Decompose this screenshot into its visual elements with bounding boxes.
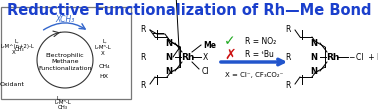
Text: ─ Cl  + MeX: ─ Cl + MeX: [349, 53, 378, 62]
Text: Rh: Rh: [181, 53, 195, 62]
Text: R = ᵗBu: R = ᵗBu: [245, 50, 274, 59]
Text: ✗: ✗: [224, 48, 236, 61]
Text: N: N: [165, 39, 172, 48]
Text: ✓: ✓: [224, 34, 236, 48]
Text: R: R: [285, 53, 291, 62]
Text: L-Mⁿ-L: L-Mⁿ-L: [94, 44, 112, 49]
Text: Cl: Cl: [202, 66, 209, 75]
FancyBboxPatch shape: [1, 8, 131, 99]
Text: L,: L,: [102, 38, 107, 43]
Text: R: R: [140, 81, 146, 90]
Text: R: R: [140, 25, 146, 34]
Text: L,: L,: [57, 95, 61, 100]
Text: L-Mⁿ-L: L-Mⁿ-L: [55, 100, 71, 105]
Text: Oxidant: Oxidant: [0, 82, 25, 87]
Text: X: X: [203, 53, 208, 62]
Text: HX: HX: [99, 74, 108, 79]
Text: N: N: [165, 67, 172, 76]
Text: N: N: [310, 39, 317, 48]
Text: N: N: [165, 53, 172, 62]
Text: R: R: [140, 53, 146, 62]
Text: X: X: [101, 50, 105, 55]
Text: Functionalization: Functionalization: [38, 65, 92, 70]
Text: R: R: [285, 81, 291, 90]
Text: X: X: [12, 50, 16, 55]
Text: Methane: Methane: [51, 59, 79, 64]
Text: Electrophilic: Electrophilic: [46, 53, 84, 58]
Text: X = Cl⁻, CF₃CO₂⁻: X = Cl⁻, CF₃CO₂⁻: [225, 71, 283, 77]
Text: L-M^(n+2)-L: L-M^(n+2)-L: [0, 44, 34, 49]
Text: XCH₃: XCH₃: [55, 14, 74, 23]
Text: Me: Me: [203, 40, 216, 49]
Text: L,: L,: [15, 39, 19, 44]
Text: CH₄: CH₄: [98, 64, 110, 69]
Text: R: R: [285, 25, 291, 34]
Text: R = NO₂: R = NO₂: [245, 36, 276, 45]
Text: N: N: [310, 53, 317, 62]
Text: N: N: [310, 67, 317, 76]
Text: Reductive Functionalization of Rh—Me Bond: Reductive Functionalization of Rh—Me Bon…: [7, 3, 371, 18]
Text: Rh: Rh: [326, 53, 340, 62]
Text: CH₃: CH₃: [15, 46, 25, 51]
Text: CH₃: CH₃: [58, 105, 68, 110]
